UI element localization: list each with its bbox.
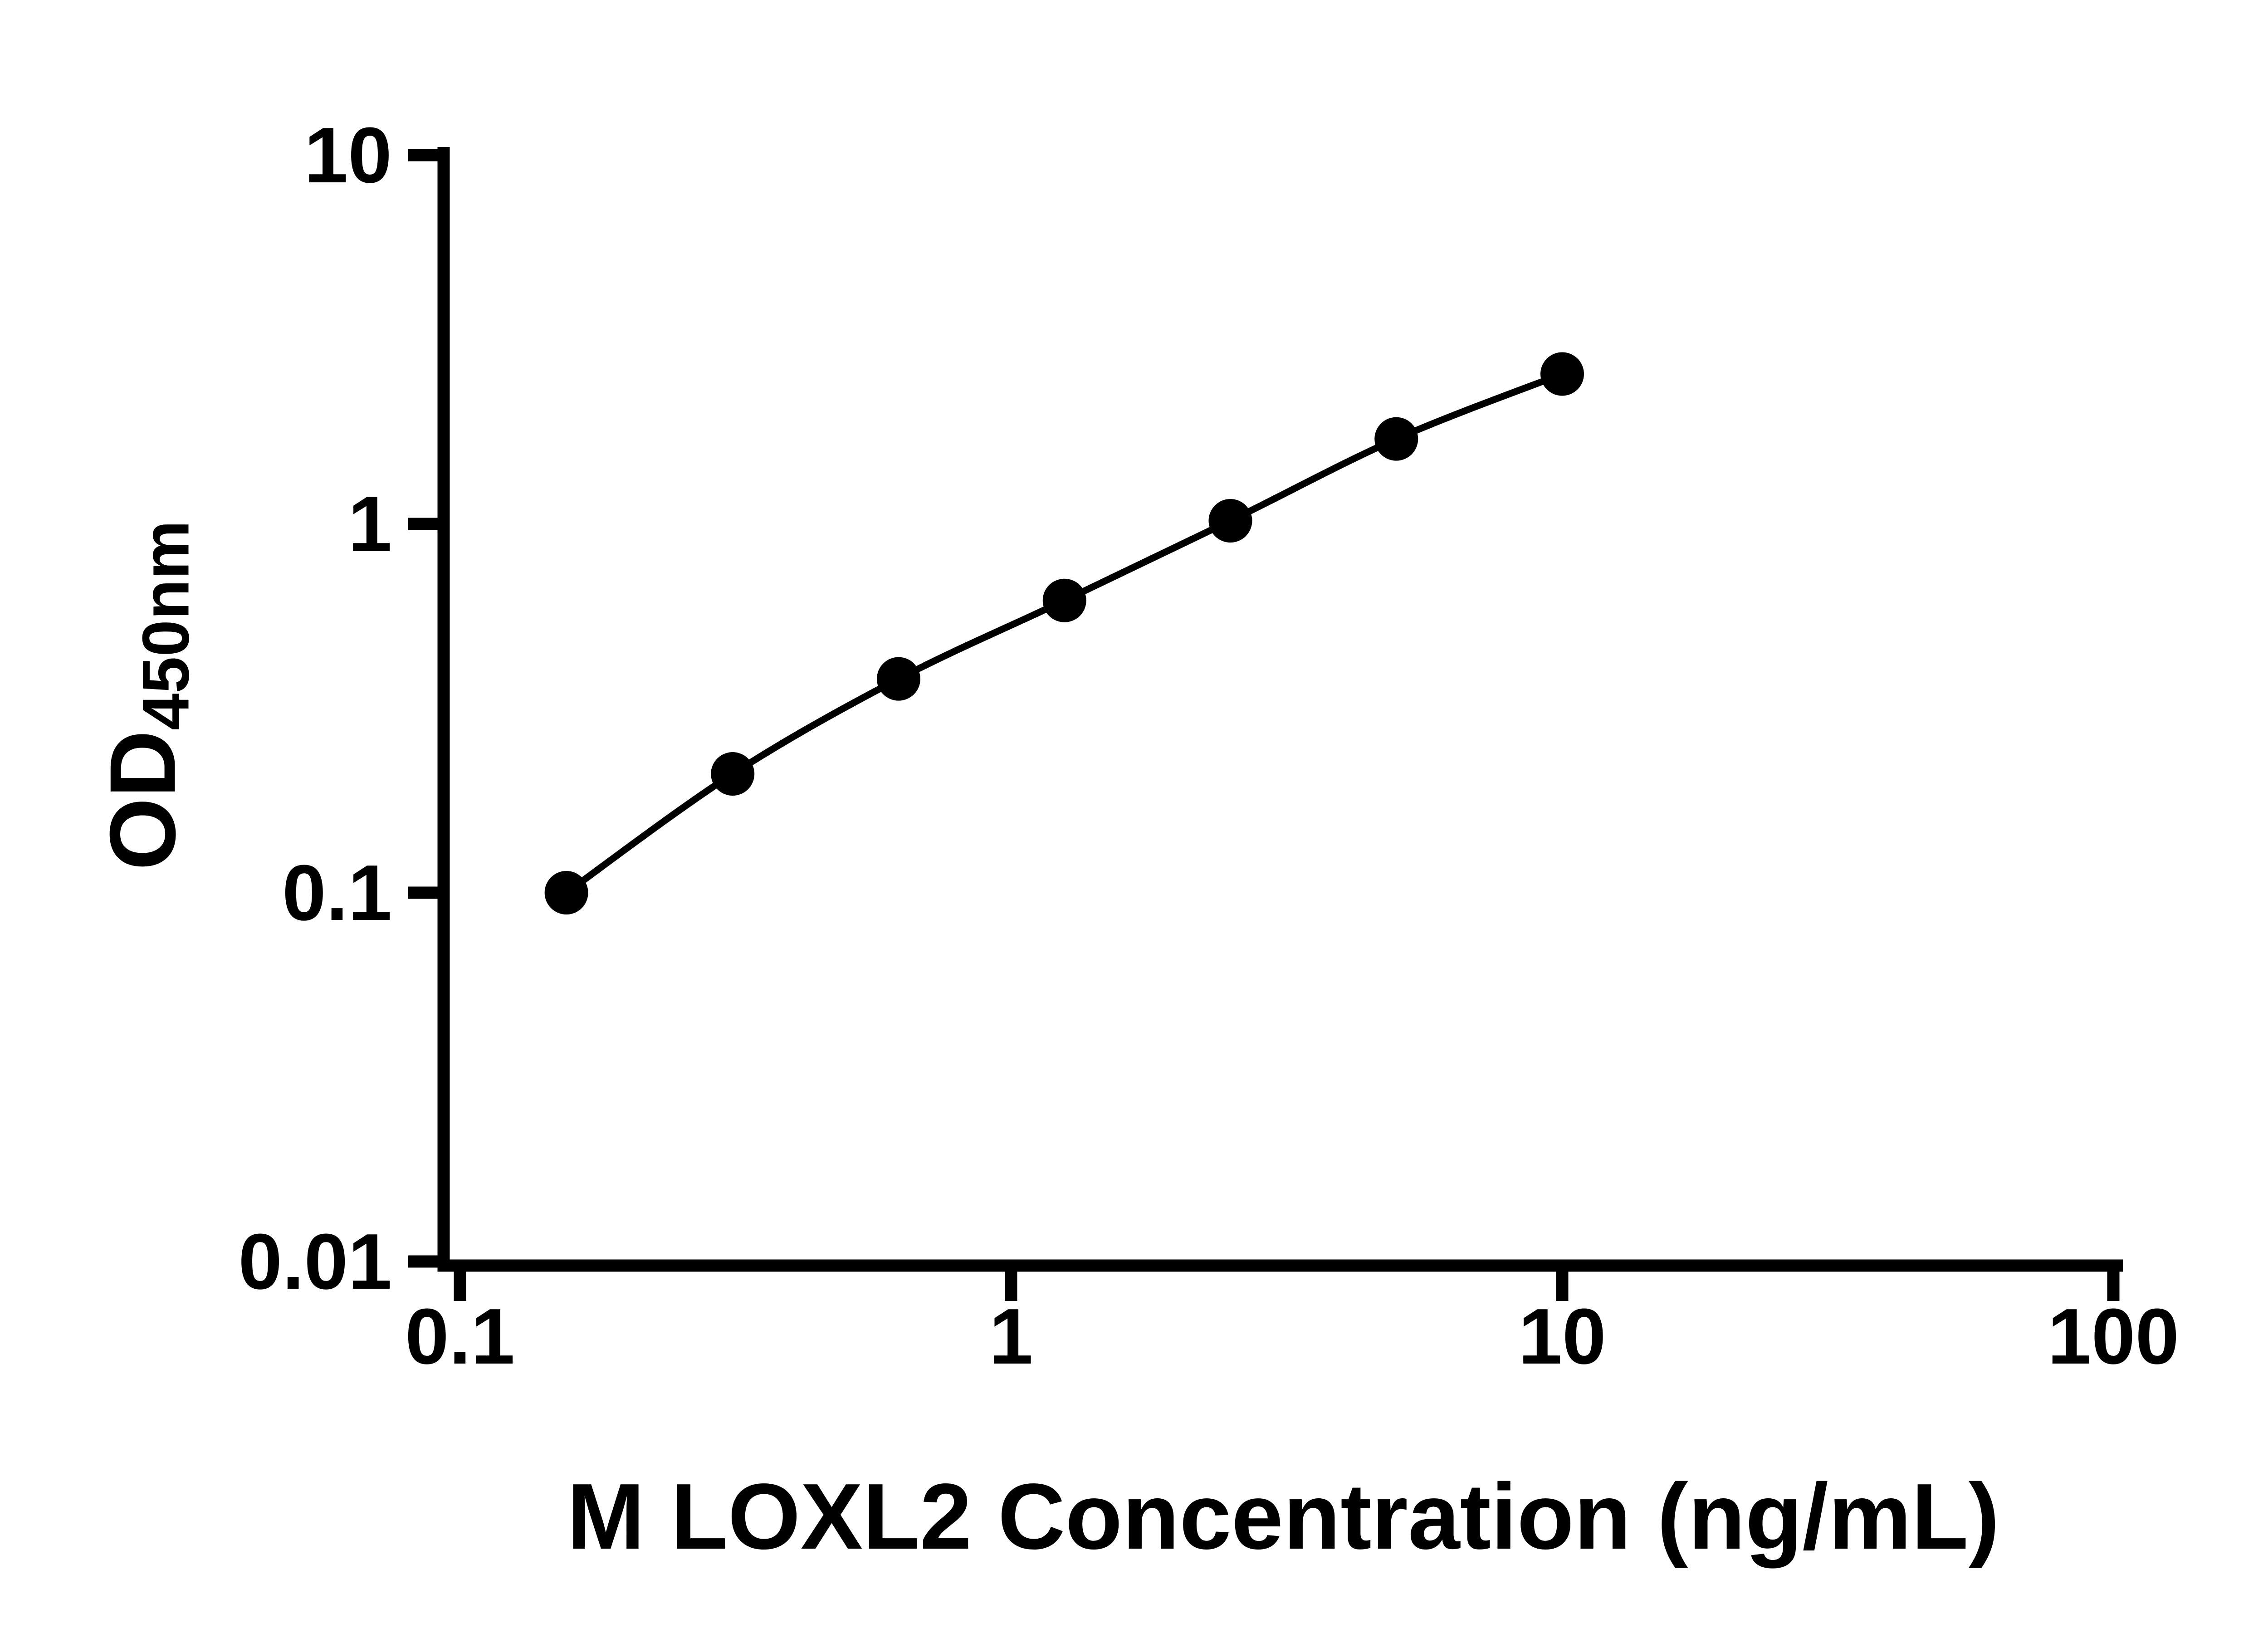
y-tick-label: 10 [304, 111, 392, 199]
data-point [1540, 352, 1584, 396]
x-axis-title: M LOXL2 Concentration (ng/mL) [567, 1464, 2000, 1569]
x-tick-label: 1 [989, 1292, 1033, 1380]
data-point [1042, 578, 1086, 622]
y-tick-label: 1 [348, 479, 392, 568]
x-tick-label: 100 [2048, 1292, 2179, 1380]
y-axis-title-subscript: 450nm [128, 520, 203, 730]
data-point [876, 657, 920, 701]
x-tick-label: 0.1 [405, 1292, 515, 1380]
y-axis-title: OD450nm [89, 520, 203, 870]
data-point [711, 752, 755, 796]
y-tick-label: 0.01 [238, 1217, 392, 1305]
data-point [544, 871, 588, 914]
y-tick-label: 0.1 [282, 848, 392, 937]
x-tick-label: 10 [1518, 1292, 1606, 1380]
data-point [1208, 499, 1252, 543]
y-axis-title-main: OD [90, 730, 195, 870]
data-point [1374, 417, 1418, 461]
